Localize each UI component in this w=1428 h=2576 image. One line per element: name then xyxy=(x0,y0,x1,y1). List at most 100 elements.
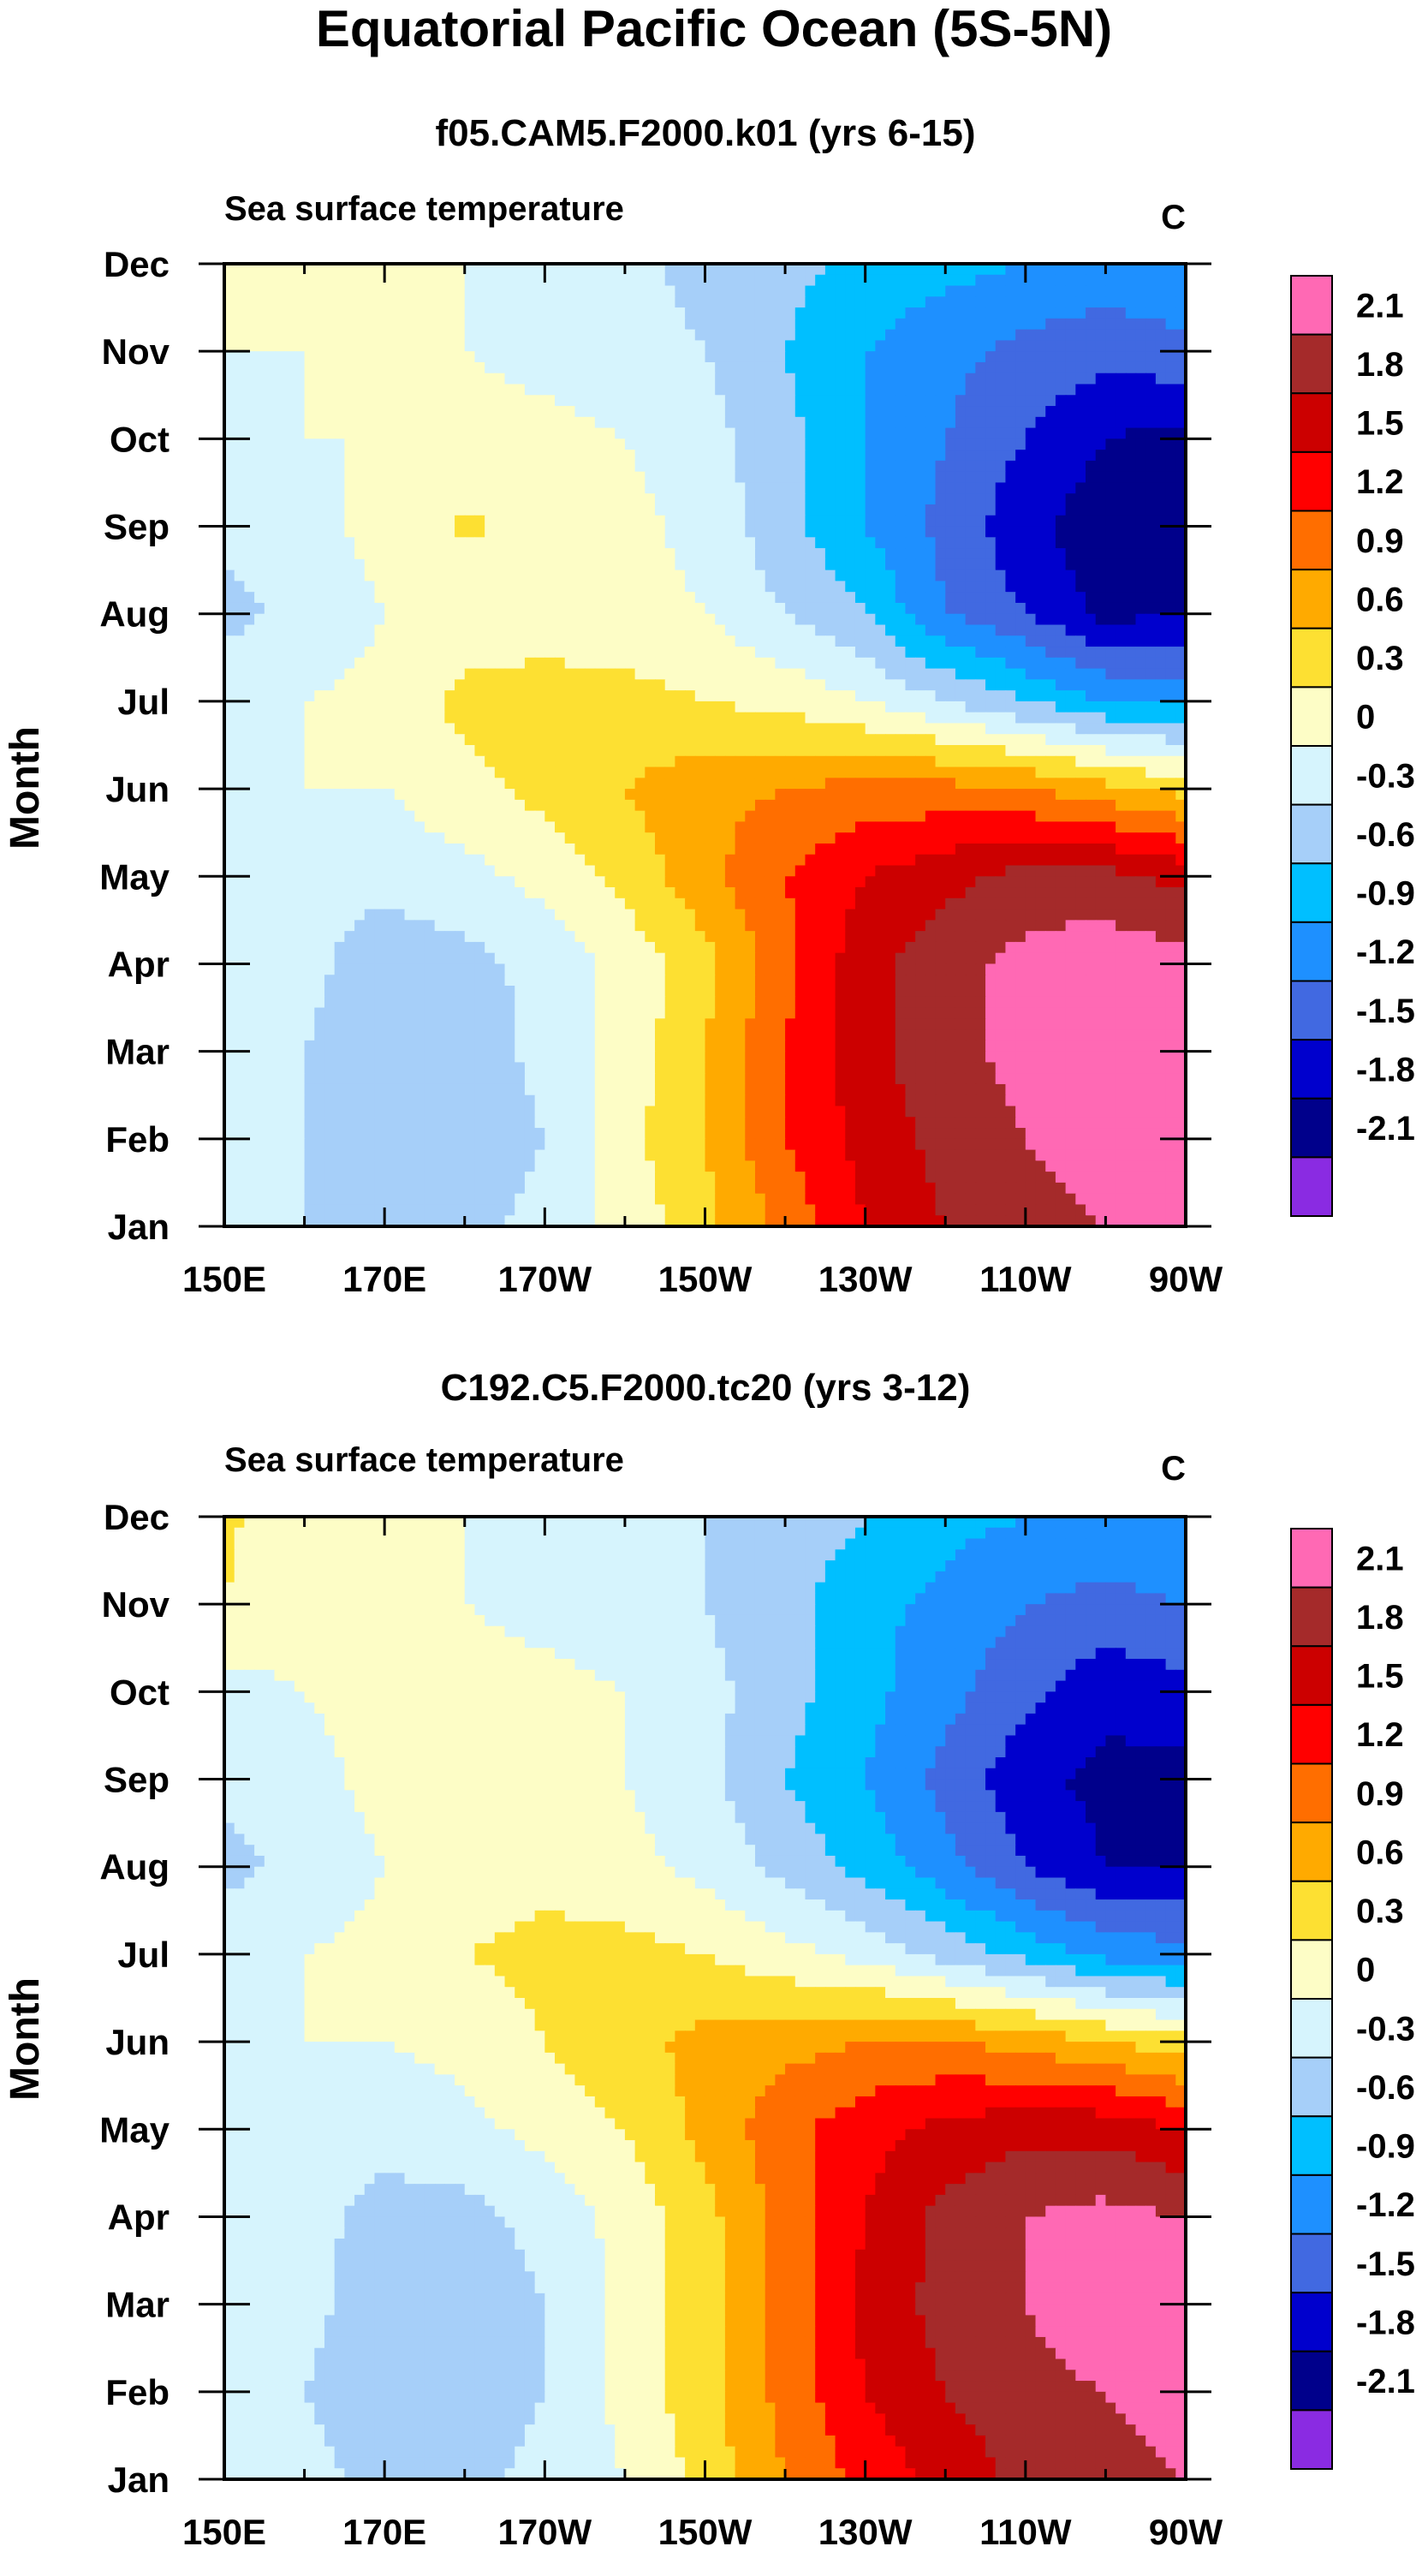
panel-1-heat-cell xyxy=(524,766,536,779)
panel-1-heat-cell xyxy=(314,745,325,757)
panel-1-heat-cell xyxy=(865,778,877,790)
panel-1-heat-cell xyxy=(664,592,676,604)
panel-1-heat-cell xyxy=(394,734,406,746)
panel-1-heat-cell xyxy=(685,361,696,374)
panel-1-heat-cell xyxy=(705,395,716,407)
panel-1-heat-cell xyxy=(524,460,536,473)
panel-1-heat-cell xyxy=(434,592,446,604)
panel-1-heat-cell xyxy=(1035,679,1047,691)
panel-1-heat-cell xyxy=(875,558,886,571)
panel-1-heat-cell xyxy=(1055,635,1067,647)
panel-1-heat-cell xyxy=(485,406,496,418)
panel-1-heat-cell xyxy=(564,329,576,342)
panel-1-heat-cell xyxy=(905,438,916,450)
panel-1-heat-cell xyxy=(244,526,255,539)
panel-1-heat-cell xyxy=(1105,482,1116,495)
panel-1-heat-cell xyxy=(244,395,255,407)
panel-1-heat-cell xyxy=(474,679,485,691)
panel-1-heat-cell xyxy=(604,526,616,539)
panel-1-heat-cell xyxy=(694,548,706,560)
panel-1-heat-cell xyxy=(324,515,336,528)
panel-1-heat-cell xyxy=(945,361,956,374)
panel-1-heat-cell xyxy=(985,635,997,647)
panel-1-heat-cell xyxy=(1116,734,1127,746)
panel-1-heat-cell xyxy=(464,635,476,647)
panel-1-heat-cell xyxy=(244,657,255,670)
panel-1-heat-cell xyxy=(1155,361,1167,374)
panel-1-heat-cell xyxy=(1116,778,1127,790)
panel-1-heat-cell xyxy=(1125,602,1137,615)
panel-1-heat-cell xyxy=(234,569,246,582)
panel-1-heat-cell xyxy=(515,569,526,582)
panel-1-heat-cell xyxy=(794,723,806,736)
panel-1-heat-cell xyxy=(354,701,366,713)
panel-1-heat-cell xyxy=(555,821,566,833)
panel-1-heat-cell xyxy=(694,329,706,342)
panel-1-heat-cell xyxy=(534,504,546,516)
panel-1-heat-cell xyxy=(354,745,366,757)
panel-1-heat-cell xyxy=(594,285,606,298)
panel-1-heat-cell xyxy=(634,755,646,768)
panel-1-heat-cell xyxy=(334,395,346,407)
panel-1-heat-cell xyxy=(394,657,406,670)
panel-1-heat-cell xyxy=(284,821,295,833)
panel-1-heat-cell xyxy=(785,789,796,801)
panel-1-heat-cell xyxy=(935,810,947,823)
panel-1-heat-cell xyxy=(1116,285,1127,298)
panel-1-heat-cell xyxy=(244,482,255,495)
panel-1-heat-cell xyxy=(645,569,656,582)
panel-1-heat-cell xyxy=(634,361,646,374)
panel-1-heat-cell xyxy=(384,592,396,604)
panel-1-heat-cell xyxy=(394,679,406,691)
panel-1-heat-cell xyxy=(534,657,546,670)
panel-1-heat-cell xyxy=(765,340,776,352)
panel-1-heat-cell xyxy=(254,701,265,713)
panel-1-heat-cell xyxy=(1065,558,1077,571)
panel-1-heat-cell xyxy=(494,285,506,298)
panel-1-heat-cell xyxy=(444,613,455,626)
panel-1-heat-cell xyxy=(895,482,907,495)
panel-1-heat-cell xyxy=(555,274,566,287)
panel-1-heat-cell xyxy=(434,668,446,681)
panel-1-heat-cell xyxy=(304,723,316,736)
panel-1-heat-cell xyxy=(815,690,826,702)
panel-1-heat-cell xyxy=(705,515,716,528)
panel-1-heat-cell xyxy=(1035,799,1047,812)
panel-1-heat-cell xyxy=(955,723,967,736)
panel-1-heat-cell xyxy=(524,789,536,801)
panel-1-heat-cell xyxy=(794,690,806,702)
panel-1-heat-cell xyxy=(1116,635,1127,647)
panel-1-heat-cell xyxy=(935,789,947,801)
panel-1-heat-cell xyxy=(1145,647,1157,659)
panel-1-heat-cell xyxy=(1125,712,1137,724)
panel-1-heat-cell xyxy=(875,613,886,626)
panel-1-heat-cell xyxy=(574,340,586,352)
panel-1-heat-cell xyxy=(975,635,986,647)
panel-1-heat-cell xyxy=(835,384,847,397)
panel-1-heat-cell xyxy=(524,569,536,582)
panel-1-heat-cell xyxy=(515,493,526,505)
panel-1-heat-cell xyxy=(1055,799,1067,812)
panel-1-heat-cell xyxy=(1075,515,1086,528)
panel-1-heat-cell xyxy=(865,307,877,319)
panel-1-heat-cell xyxy=(1105,789,1116,801)
panel-1-heat-cell xyxy=(875,329,886,342)
panel-1-heat-cell xyxy=(274,471,285,484)
panel-1-heat-cell xyxy=(865,679,877,691)
panel-1-heat-cell xyxy=(234,515,246,528)
panel-1-heat-cell xyxy=(1065,438,1077,450)
panel-1-heat-cell xyxy=(615,569,626,582)
panel-1-heat-cell xyxy=(655,340,666,352)
panel-1-heat-cell xyxy=(785,493,796,505)
panel-1-heat-cell xyxy=(515,766,526,779)
panel-1-heat-cell xyxy=(1125,438,1137,450)
panel-1-heat-cell xyxy=(854,406,866,418)
panel-1-heat-cell xyxy=(294,395,306,407)
panel-1-heat-cell xyxy=(384,679,396,691)
panel-1-heat-cell xyxy=(324,613,336,626)
panel-1-heat-cell xyxy=(845,789,856,801)
panel-1-heat-cell xyxy=(655,416,666,429)
panel-1-heat-cell xyxy=(504,471,516,484)
panel-1-heat-cell xyxy=(234,340,246,352)
panel-1-heat-cell xyxy=(334,548,346,560)
